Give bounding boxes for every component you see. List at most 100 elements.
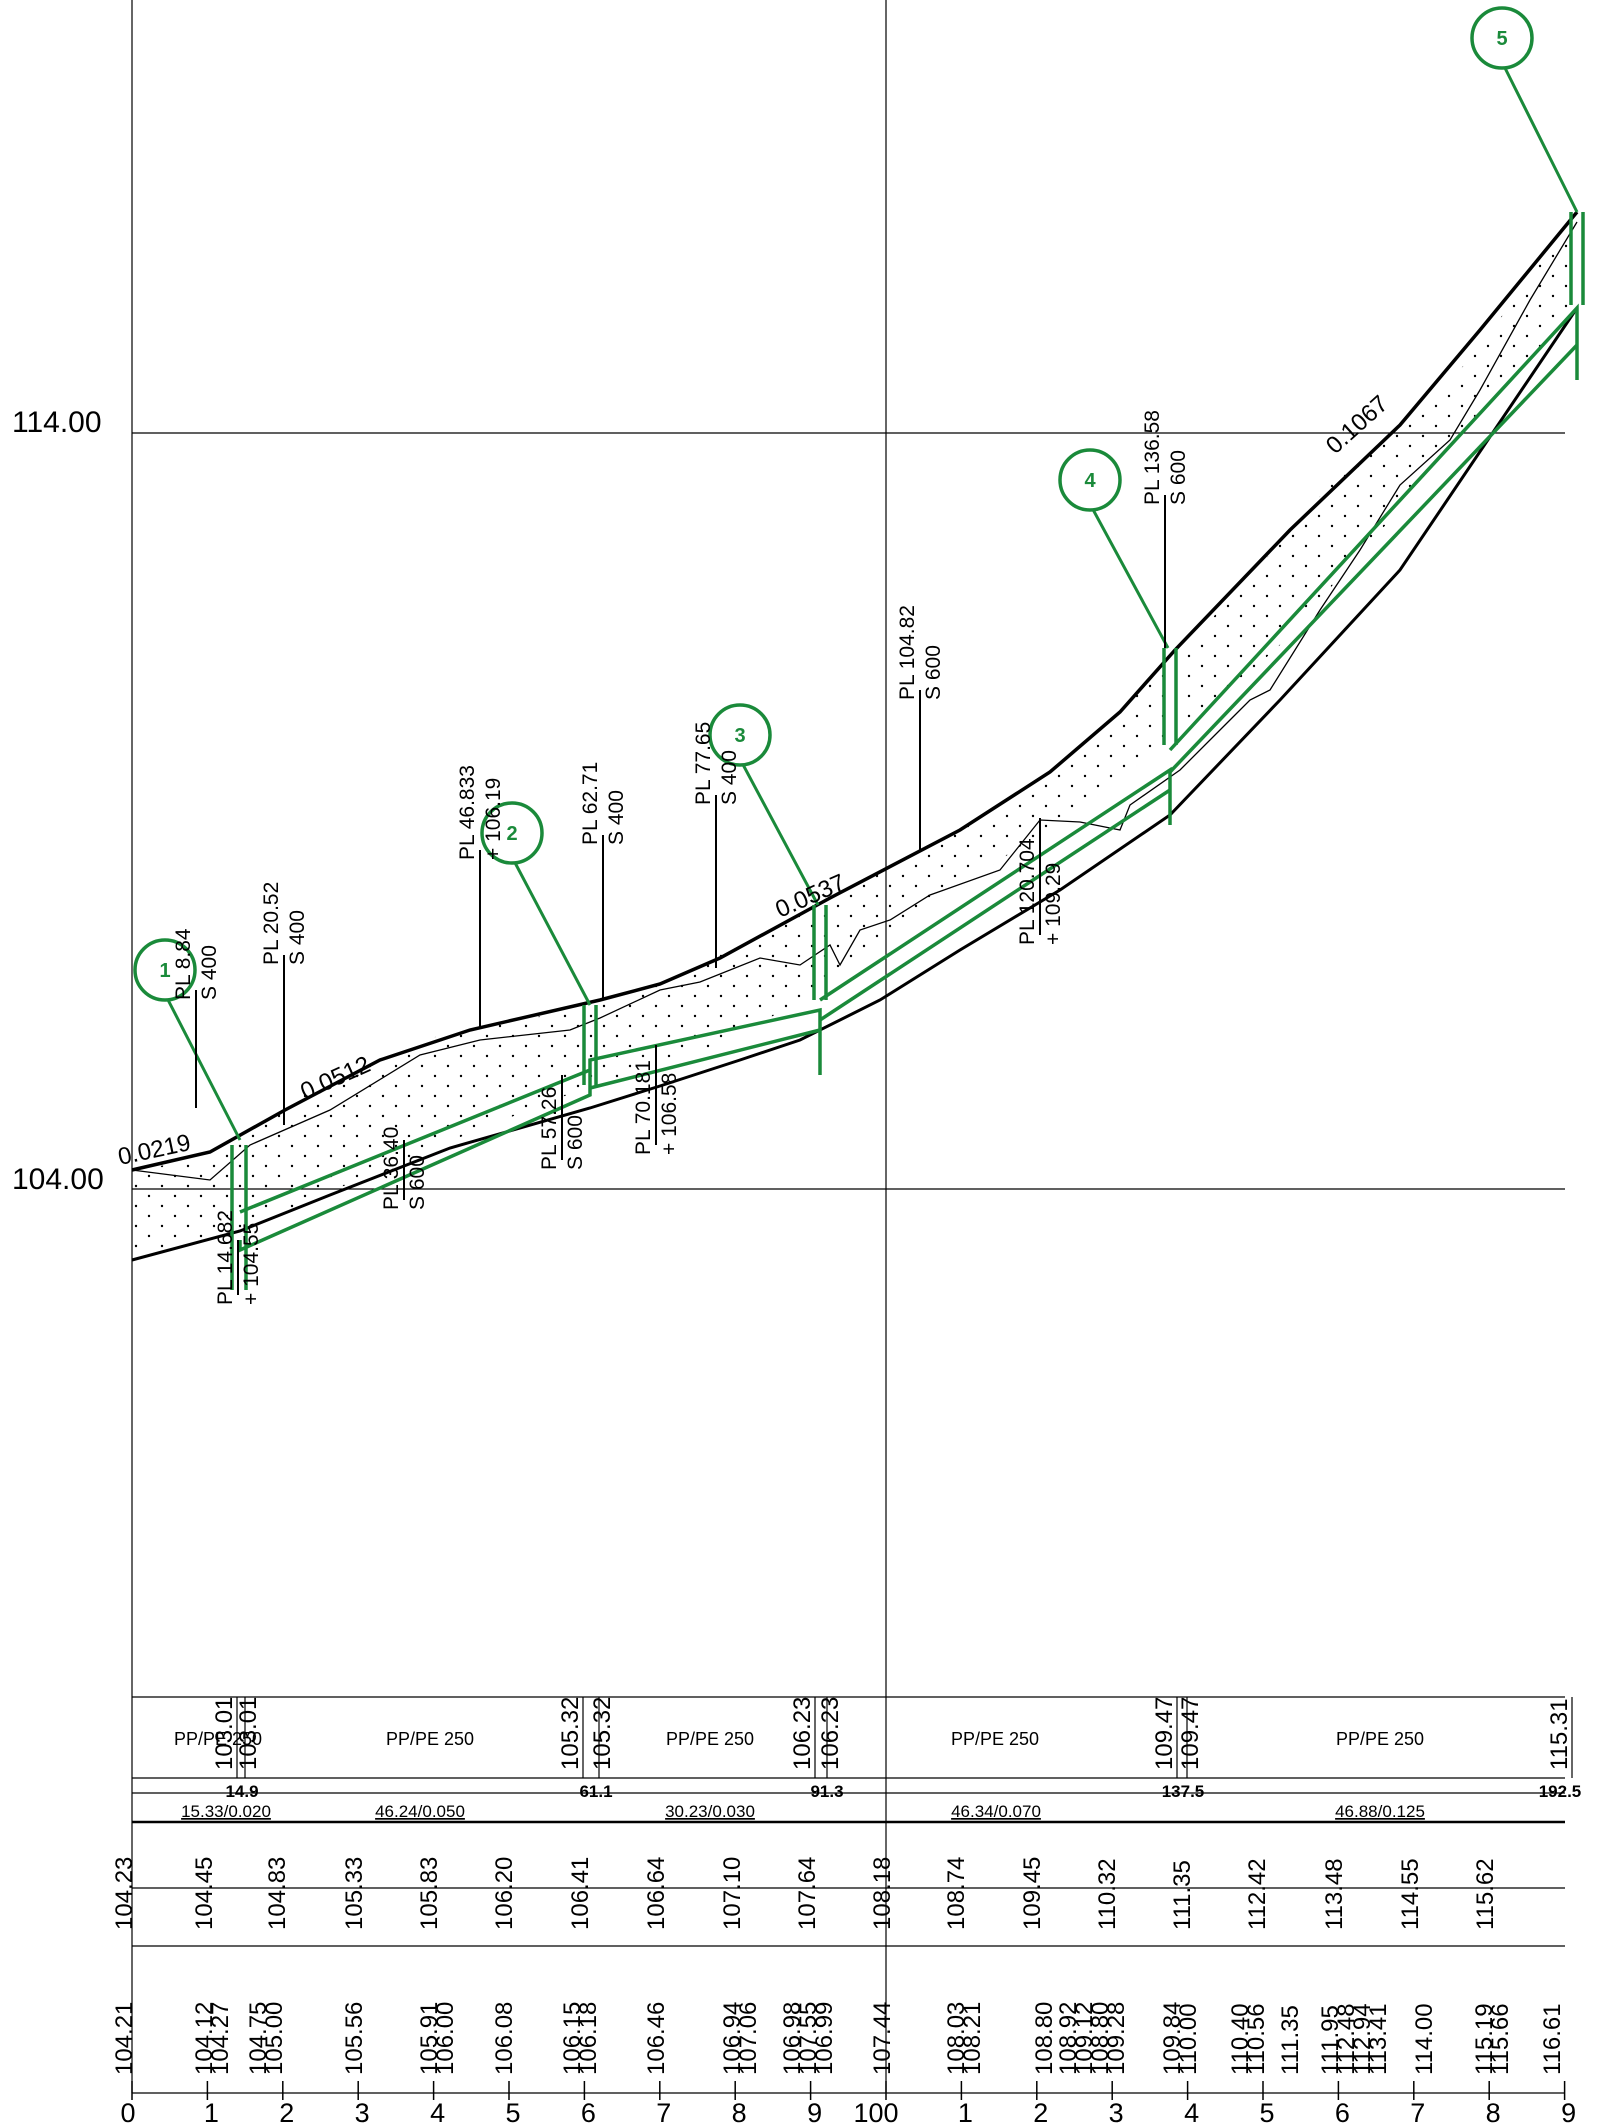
- axis-label-12: 2: [1033, 2098, 1048, 2123]
- axis-label-10: 100: [853, 2098, 898, 2123]
- design-level-15: 112.42: [1244, 1858, 1271, 1930]
- axis-label-9: 9: [807, 2098, 822, 2123]
- design-level-16: 113.48: [1321, 1858, 1348, 1930]
- design-level-3: 105.33: [341, 1857, 368, 1930]
- invert-level-7: 109.47: [1177, 1697, 1204, 1770]
- axis-label-2: 2: [279, 2098, 294, 2123]
- length-slope-1: 46.24/0.050: [375, 1802, 465, 1821]
- existing-level-8: 106.08: [491, 2002, 518, 2075]
- structure-name-0: PL 8.84: [172, 928, 195, 1000]
- length-slope-3: 46.34/0.070: [951, 1802, 1041, 1821]
- structure-name-10: PL 120.704: [1016, 838, 1039, 945]
- existing-level-7: 106.00: [432, 2002, 459, 2075]
- existing-level-16: 106.99: [811, 2002, 838, 2075]
- existing-level-26: 110.00: [1175, 2003, 1202, 2075]
- length-slope-2: 30.23/0.030: [665, 1802, 755, 1821]
- pipe-material-3: PP/PE 250: [951, 1729, 1039, 1749]
- design-level-8: 107.10: [719, 1857, 746, 1930]
- existing-level-33: 113.41: [1365, 2003, 1392, 2075]
- terrain-line: [132, 212, 1577, 1170]
- chainage-3: 137.5: [1162, 1782, 1205, 1801]
- existing-level-29: 111.35: [1277, 2005, 1304, 2075]
- invert-level-5: 106.23: [817, 1697, 844, 1770]
- design-level-9: 107.64: [794, 1857, 821, 1930]
- length-slope-4: 46.88/0.125: [1335, 1802, 1425, 1821]
- structure-sub-6: S 400: [605, 790, 628, 845]
- structure-sub-10: + 109.29: [1042, 863, 1065, 945]
- structure-name-7: PL 70.181: [632, 1060, 655, 1155]
- design-level-5: 106.20: [491, 1857, 518, 1930]
- structure-name-8: PL 77.65: [692, 722, 715, 805]
- design-level-18: 115.62: [1472, 1858, 1499, 1930]
- marker-label-5: 5: [1496, 28, 1507, 50]
- invert-level-1: 103.01: [235, 1697, 262, 1770]
- existing-level-5: 105.56: [341, 2002, 368, 2075]
- axis-label-19: 9: [1561, 2098, 1576, 2123]
- design-level-13: 110.32: [1094, 1858, 1121, 1930]
- axis-label-16: 6: [1335, 2098, 1350, 2123]
- length-slope-0: 15.33/0.020: [181, 1802, 271, 1821]
- pipe-segment-4: [1170, 308, 1577, 750]
- existing-level-2: 104.27: [207, 2002, 234, 2075]
- axis-label-17: 7: [1410, 2098, 1425, 2123]
- design-level-11: 108.74: [943, 1857, 970, 1930]
- design-level-10: 108.18: [869, 1857, 896, 1930]
- existing-level-17: 107.44: [869, 2002, 896, 2075]
- structure-name-2: PL 20.52: [260, 882, 283, 965]
- structure-name-9: PL 104.82: [896, 605, 919, 700]
- marker-label-3: 3: [734, 725, 745, 747]
- chainage-2: 91.3: [810, 1782, 843, 1801]
- structure-sub-8: S 400: [718, 750, 741, 805]
- design-level-6: 106.41: [567, 1857, 594, 1930]
- existing-level-24: 109.28: [1103, 2002, 1130, 2075]
- chainage-0: 14.9: [225, 1782, 258, 1801]
- structure-name-6: PL 62.71: [579, 762, 602, 845]
- marker-label-1: 1: [159, 960, 170, 982]
- existing-level-20: 108.80: [1031, 2002, 1058, 2075]
- existing-level-10: 106.18: [575, 2002, 602, 2075]
- structure-sub-0: S 400: [198, 945, 221, 1000]
- existing-level-37: 116.61: [1539, 2003, 1566, 2075]
- existing-level-0: 104.21: [111, 2002, 138, 2075]
- existing-level-28: 110.56: [1243, 2003, 1270, 2075]
- design-level-2: 104.83: [264, 1857, 291, 1930]
- design-level-4: 105.83: [416, 1857, 443, 1930]
- design-level-7: 106.64: [643, 1857, 670, 1930]
- existing-level-19: 108.21: [959, 2002, 986, 2075]
- structure-name-5: PL 57.26: [538, 1087, 561, 1170]
- structure-sub-11: S 600: [1167, 450, 1190, 505]
- existing-level-34: 114.00: [1411, 2003, 1438, 2075]
- structure-sub-4: + 106.19: [482, 778, 505, 860]
- axis-label-15: 5: [1259, 2098, 1274, 2123]
- axis-label-5: 5: [505, 2098, 520, 2123]
- axis-label-7: 7: [656, 2098, 671, 2123]
- table-contents: PP/PE 250 PP/PE 250 PP/PE 250 PP/PE 250 PP/P…: [111, 1697, 1581, 2075]
- structure-sub-7: + 106.58: [658, 1073, 681, 1155]
- structure-sub-2: S 400: [286, 910, 309, 965]
- marker-label-4: 4: [1084, 470, 1096, 492]
- axis-label-11: 1: [958, 2098, 973, 2123]
- axis-label-14: 4: [1184, 2098, 1199, 2123]
- structure-sub-1: + 104.55: [240, 1223, 263, 1305]
- structure-name-11: PL 136.58: [1141, 410, 1164, 505]
- invert-level-6: 109.47: [1151, 1697, 1178, 1770]
- existing-level-4: 105.00: [261, 2002, 288, 2075]
- invert-level-0: 103.01: [211, 1697, 238, 1770]
- invert-level-8: 115.31: [1546, 1698, 1573, 1770]
- existing-level-11: 106.46: [643, 2002, 670, 2075]
- design-level-17: 114.55: [1397, 1858, 1424, 1930]
- axis-label-18: 8: [1486, 2098, 1501, 2123]
- marker-leader-2: [512, 857, 590, 1005]
- structure-name-3: PL 36.40: [380, 1127, 403, 1210]
- structure-sub-3: S 600: [406, 1155, 429, 1210]
- chainage-4: 192.5: [1539, 1782, 1582, 1801]
- axis-label-4: 4: [430, 2098, 445, 2123]
- axis-label-8: 8: [732, 2098, 747, 2123]
- axis-label-0: 0: [120, 2098, 135, 2123]
- chainage-axis: 0 1 2 3 4 5 6 7 8 9 100 1 2 3 4 5 6 7 8 9: [120, 2081, 1576, 2123]
- elevation-label-104: 104.00: [12, 1163, 104, 1196]
- structure-sub-5: S 600: [564, 1115, 587, 1170]
- structure-sub-9: S 600: [922, 645, 945, 700]
